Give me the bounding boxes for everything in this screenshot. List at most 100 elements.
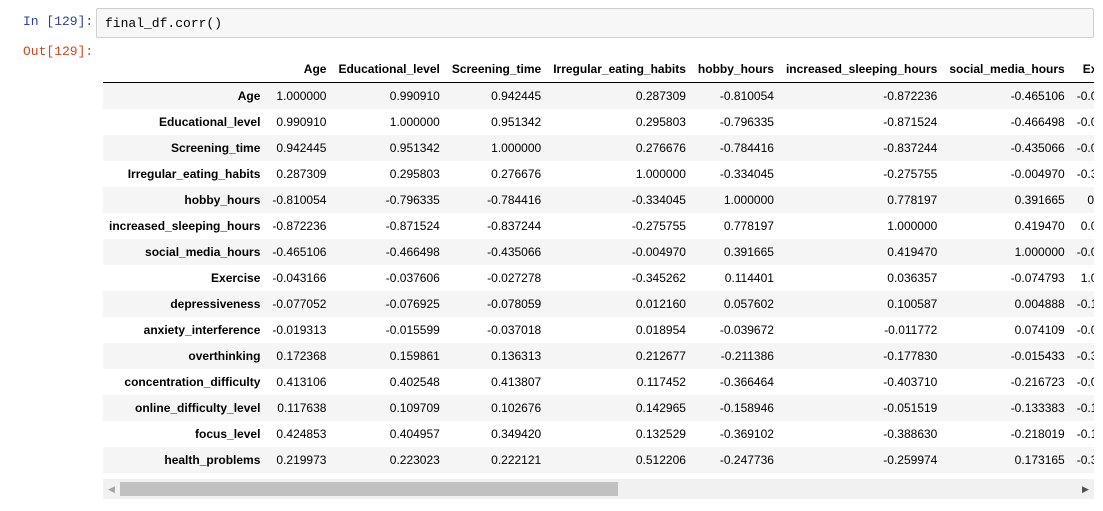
table-cell: 0.276676 <box>635 141 686 155</box>
table-cell: 0.223023 <box>389 453 440 467</box>
column-header: Ex <box>1070 56 1094 83</box>
table-cell: -0.0 <box>1076 89 1094 103</box>
table-cell: -0.796335 <box>385 193 440 207</box>
table-cell: -0.1 <box>1076 401 1094 415</box>
table-cell: 1.000000 <box>887 219 938 233</box>
table-cell: -0.015433 <box>1010 349 1065 363</box>
code-cell-input[interactable]: final_df.corr() <box>96 8 1094 38</box>
row-label: hobby_hours <box>184 193 261 207</box>
table-cell: 0.419470 <box>1014 219 1065 233</box>
table-cell: 0.404957 <box>389 427 440 441</box>
table-cell: 0.057602 <box>723 297 774 311</box>
table-cell: -0.076925 <box>385 297 440 311</box>
column-header: social_media_hours <box>943 56 1071 83</box>
table-cell: 0.074109 <box>1014 323 1065 337</box>
table-cell: 0.036357 <box>887 271 938 285</box>
row-label: Exercise <box>211 271 261 285</box>
table-cell: -0.037018 <box>487 323 542 337</box>
table-cell: -0.027278 <box>487 271 542 285</box>
table-row: concentration_difficulty 0.413106 0.402548… <box>103 369 1094 395</box>
table-cell: -0.871524 <box>385 219 440 233</box>
table-cell: 0.018954 <box>635 323 686 337</box>
table-cell: 1.0 <box>1080 271 1094 285</box>
table-cell: -0.466498 <box>1010 115 1065 129</box>
table-cell: -0.275755 <box>883 167 938 181</box>
correlation-table: Age Educational_level Screening_time Irregu… <box>103 56 1094 473</box>
table-cell: -0.3 <box>1076 167 1094 181</box>
table-row: overthinking 0.172368 0.159861 0.136313 0.21… <box>103 343 1094 369</box>
table-cell: 0.219973 <box>276 453 327 467</box>
row-label: anxiety_interference <box>143 323 261 337</box>
table-cell: -0.837244 <box>487 219 542 233</box>
row-label: Age <box>237 89 261 103</box>
table-cell: 0.990910 <box>276 115 327 129</box>
table-cell: 0.287309 <box>276 167 327 181</box>
row-label: overthinking <box>188 349 261 363</box>
table-cell: 1.000000 <box>389 115 440 129</box>
table-cell: -0.388630 <box>883 427 938 441</box>
table-row: Irregular_eating_habits 0.287309 0.295803 0… <box>103 161 1094 187</box>
table-cell: -0.334045 <box>631 193 686 207</box>
table-cell: 1.000000 <box>491 141 542 155</box>
table-cell: -0.158946 <box>719 401 774 415</box>
table-cell: 0.349420 <box>491 427 542 441</box>
input-prompt: In [129]: <box>23 14 94 29</box>
row-label: Educational_level <box>159 115 261 129</box>
scrollbar-thumb[interactable] <box>120 482 618 496</box>
row-label: Irregular_eating_habits <box>127 167 261 181</box>
table-cell: -0.334045 <box>719 167 774 181</box>
table-cell: 0.0 <box>1080 219 1094 233</box>
column-header: Irregular_eating_habits <box>547 56 692 83</box>
horizontal-scrollbar[interactable]: ◀ ▶ <box>103 479 1094 499</box>
scroll-left-arrow-icon[interactable]: ◀ <box>108 484 115 494</box>
table-header-row: Age Educational_level Screening_time Irregu… <box>103 56 1094 83</box>
table-cell: -0.0 <box>1076 375 1094 389</box>
table-cell: -0.435066 <box>487 245 542 259</box>
table-cell: 0.212677 <box>635 349 686 363</box>
column-header: Screening_time <box>445 56 548 83</box>
row-label: depressiveness <box>170 297 261 311</box>
table-cell: 0.132529 <box>635 427 686 441</box>
column-header: Age <box>266 56 333 83</box>
row-label: health_problems <box>164 453 261 467</box>
table-cell: -0.259974 <box>883 453 938 467</box>
table-cell: 0.114401 <box>724 271 774 285</box>
table-cell: -0.077052 <box>272 297 327 311</box>
table-cell: 0.413807 <box>491 375 542 389</box>
table-cell: 0.424853 <box>276 427 327 441</box>
table-cell: -0.872236 <box>272 219 327 233</box>
row-label: concentration_difficulty <box>124 375 261 389</box>
column-header: hobby_hours <box>691 56 780 83</box>
table-row: Age 1.000000 0.990910 0.942445 0.287309 -0.81… <box>103 82 1094 109</box>
table-cell: 0.778197 <box>887 193 938 207</box>
table-cell: -0.0 <box>1076 141 1094 155</box>
dataframe-output: Age Educational_level Screening_time Irregu… <box>103 56 1094 474</box>
table-cell: -0.796335 <box>719 115 774 129</box>
table-cell: -0.015599 <box>385 323 440 337</box>
table-cell: -0.247736 <box>719 453 774 467</box>
table-cell: -0.1 <box>1076 427 1094 441</box>
table-cell: 0.136313 <box>491 349 542 363</box>
table-cell: 0.942445 <box>276 141 327 155</box>
table-cell: -0.051519 <box>883 401 938 415</box>
table-cell: -0.366464 <box>719 375 774 389</box>
table-cell: 0.004888 <box>1014 297 1065 311</box>
table-cell: -0.345262 <box>631 271 686 285</box>
code-text[interactable]: final_df.corr() <box>105 16 223 31</box>
table-row: increased_sleeping_hours -0.872236 -0.8715… <box>103 213 1094 239</box>
table-cell: -0.810054 <box>719 89 774 103</box>
row-label: increased_sleeping_hours <box>109 219 261 233</box>
row-label: social_media_hours <box>145 245 261 259</box>
table-cell: 0.951342 <box>389 141 440 155</box>
table-cell: -0.211386 <box>720 349 774 363</box>
table-cell: 0.173165 <box>1014 453 1065 467</box>
table-cell: -0.078059 <box>487 297 542 311</box>
table-cell: 0. <box>1087 193 1094 207</box>
table-cell: 0.990910 <box>389 89 440 103</box>
table-cell: -0.019313 <box>272 323 327 337</box>
output-prompt: Out[129]: <box>23 44 94 59</box>
table-cell: 0.951342 <box>491 115 542 129</box>
table-cell: -0.3 <box>1076 453 1094 467</box>
scroll-right-arrow-icon[interactable]: ▶ <box>1082 484 1089 494</box>
table-cell: -0.011772 <box>884 323 938 337</box>
